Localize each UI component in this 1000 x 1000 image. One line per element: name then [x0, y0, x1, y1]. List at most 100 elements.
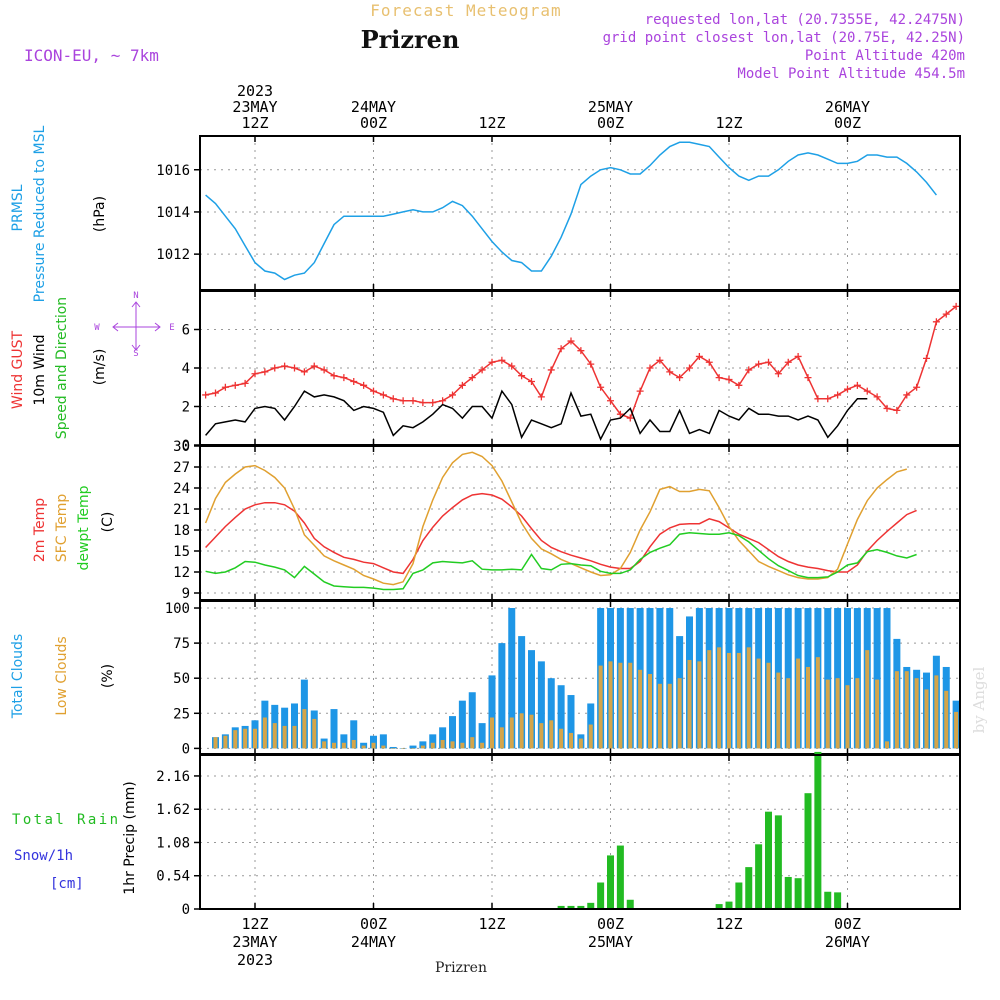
gust-marker [656, 356, 664, 364]
gust-marker [607, 397, 614, 405]
y-tick-label: 1.62 [156, 802, 190, 818]
gust-marker [458, 381, 466, 389]
gust-marker [824, 395, 832, 403]
gust-marker [893, 406, 901, 414]
low-cloud-bar [707, 650, 712, 749]
gust-marker [903, 391, 911, 399]
pressure-panel: 1012 1014 1016 [156, 135, 961, 291]
rain-bar [814, 751, 822, 909]
low-cloud-bar [598, 665, 603, 749]
gust-marker [251, 370, 259, 378]
top-time-label: 12Z [715, 114, 742, 132]
total-clouds-label: Total Clouds [10, 634, 26, 719]
y-tick-label: 1014 [156, 205, 190, 221]
low-cloud-bar [885, 741, 889, 749]
total-cloud-bar [518, 636, 526, 749]
low-cloud-bar [213, 737, 218, 749]
total-cloud-bar [537, 661, 545, 749]
low-cloud-bar [470, 737, 475, 749]
snow-unit-label: [cm] [50, 876, 84, 892]
low-cloud-bar [588, 724, 593, 749]
low-cloud-bar [332, 742, 336, 749]
temp-sfc-label: SFC Temp [54, 494, 70, 563]
gust-marker [686, 364, 693, 372]
model-point-altitude: Model Point Altitude 454.5m [737, 66, 965, 82]
gust-marker [784, 358, 792, 366]
top-time-label: 00Z [597, 114, 624, 132]
cloud-panel-labels: Total Clouds Low Clouds (%) [10, 634, 116, 719]
y-tick-label: 9 [182, 586, 190, 602]
rain-bar [834, 892, 842, 909]
wind-10m-label: 10m Wind [32, 334, 48, 405]
gust-marker [636, 387, 644, 395]
precip-unit-label: 1hr Precip (mm) [122, 781, 138, 894]
gust-marker [212, 389, 219, 397]
top-time-label: 23MAY [232, 98, 277, 116]
y-tick-label: 18 [173, 523, 190, 539]
y-tick-label: 2 [182, 400, 190, 416]
pressure-panel-labels: PRMSL Pressure Reduced to MSL (hPa) [10, 125, 108, 302]
total-cloud-bar [468, 692, 476, 749]
gust-marker [616, 410, 624, 418]
y-tick-label: 1.08 [156, 835, 190, 851]
pressure-line [205, 141, 937, 281]
total-cloud-bar [844, 608, 851, 749]
total-rain-label: Total Rain [12, 812, 118, 828]
gust-marker [468, 374, 476, 382]
bottom-time-label: 12Z [715, 915, 742, 933]
total-cloud-bar [883, 608, 891, 749]
gust-marker [202, 391, 210, 399]
low-cloud-bar [746, 647, 751, 749]
total-cloud-bar [488, 675, 496, 749]
bottom-time-label: 12Z [478, 915, 505, 933]
gust-marker [281, 362, 289, 370]
y-tick-label: 6 [182, 323, 190, 339]
temp-2m-line [205, 492, 917, 575]
gust-marker [942, 310, 950, 318]
gust-marker [419, 399, 427, 407]
gust-marker [705, 358, 713, 366]
bottom-time-label: 2023 [237, 951, 273, 969]
gust-marker [231, 381, 239, 389]
rain-bar [557, 905, 565, 909]
panel-frame [199, 445, 961, 601]
gust-marker [498, 356, 506, 364]
y-tick-label: 50 [173, 671, 190, 687]
top-time-label: 00Z [360, 114, 387, 132]
gust-marker [725, 376, 733, 384]
low-cloud-bar [815, 657, 820, 749]
temp-2m-label: 2m Temp [32, 498, 48, 562]
low-cloud-bar [944, 690, 949, 749]
low-cloud-bar [440, 739, 445, 749]
total-cloud-bar [409, 745, 417, 749]
gust-marker [844, 385, 851, 393]
y-tick-label: 0.54 [156, 869, 190, 885]
panel-frame [199, 754, 961, 910]
gust-marker [646, 364, 654, 372]
bottom-time-label: 00Z [834, 915, 861, 933]
gust-marker [379, 391, 387, 399]
gust-marker [221, 383, 229, 391]
top-time-label: 12Z [478, 114, 505, 132]
gust-marker [320, 366, 328, 374]
rain-bar [824, 891, 832, 909]
y-tick-label: 30 [173, 439, 190, 455]
total-cloud-bar [656, 608, 664, 749]
total-cloud-bar [439, 727, 447, 749]
gust-marker [735, 381, 743, 389]
bottom-time-label: 24MAY [351, 933, 396, 951]
gust-marker [449, 391, 456, 399]
gust-marker [794, 352, 802, 360]
y-tick-label: 1012 [156, 247, 190, 263]
gust-marker [409, 397, 417, 405]
low-cloud-bar [233, 730, 238, 749]
temp-sfc-line [204, 451, 908, 586]
pressure-unit-label: (hPa) [92, 196, 108, 232]
bottom-time-label: 23MAY [232, 933, 277, 951]
rain-bar [597, 882, 605, 909]
gust-marker [676, 374, 684, 382]
gust-marker [932, 318, 940, 326]
y-tick-label: 12 [173, 565, 190, 581]
gust-marker [310, 362, 318, 370]
gust-marker [883, 404, 891, 412]
